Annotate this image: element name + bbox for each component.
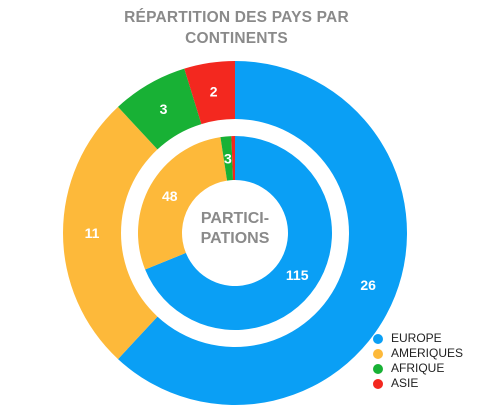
inner-slice-asie bbox=[231, 136, 235, 181]
legend-swatch-asie bbox=[373, 378, 383, 389]
center-label-line-1: PARTICI- bbox=[201, 210, 269, 227]
legend-label-afrique: AFRIQUE bbox=[391, 361, 445, 375]
chart-title-line-1: RÉPARTITION DES PAYS PAR bbox=[124, 9, 349, 26]
legend-label-ameriques: AMERIQUES bbox=[391, 346, 464, 360]
inner-slice-afrique bbox=[220, 136, 234, 181]
inner-label-afrique: 3 bbox=[224, 150, 232, 166]
legend-item-asie: ASIE bbox=[373, 376, 463, 391]
data-labels: 26 11 3 2 115 48 3 bbox=[85, 84, 377, 294]
legend-item-afrique: AFRIQUE bbox=[373, 361, 463, 376]
outer-slice-asie bbox=[184, 61, 235, 125]
legend-item-ameriques: AMERIQUES bbox=[373, 346, 463, 361]
chart-title: RÉPARTITION DES PAYS PAR CONTINENTS bbox=[0, 7, 473, 49]
inner-slice-europe bbox=[145, 136, 332, 331]
outer-label-asie: 2 bbox=[210, 84, 218, 100]
legend-swatch-europe bbox=[373, 333, 383, 344]
outer-ring bbox=[62, 61, 408, 405]
outer-slice-europe bbox=[118, 61, 408, 405]
legend-label-asie: ASIE bbox=[391, 376, 419, 390]
inner-label-ameriques: 48 bbox=[162, 188, 178, 204]
legend-swatch-afrique bbox=[373, 363, 383, 374]
outer-label-afrique: 3 bbox=[160, 101, 168, 117]
center-label-line-2: PATIONS bbox=[201, 230, 270, 247]
legend-item-europe: EUROPE bbox=[373, 331, 463, 346]
outer-label-europe: 26 bbox=[360, 277, 376, 293]
legend-swatch-ameriques bbox=[373, 348, 383, 359]
legend-label-europe: EUROPE bbox=[391, 331, 442, 345]
inner-slice-ameriques bbox=[138, 137, 228, 270]
legend: EUROPE AMERIQUES AFRIQUE ASIE bbox=[373, 331, 463, 391]
chart-title-line-2: CONTINENTS bbox=[185, 30, 288, 47]
outer-slice-afrique bbox=[118, 68, 202, 150]
outer-slice-ameriques bbox=[62, 106, 158, 360]
inner-label-europe: 115 bbox=[286, 267, 309, 283]
outer-label-ameriques: 11 bbox=[85, 225, 100, 241]
inner-ring bbox=[138, 136, 332, 331]
